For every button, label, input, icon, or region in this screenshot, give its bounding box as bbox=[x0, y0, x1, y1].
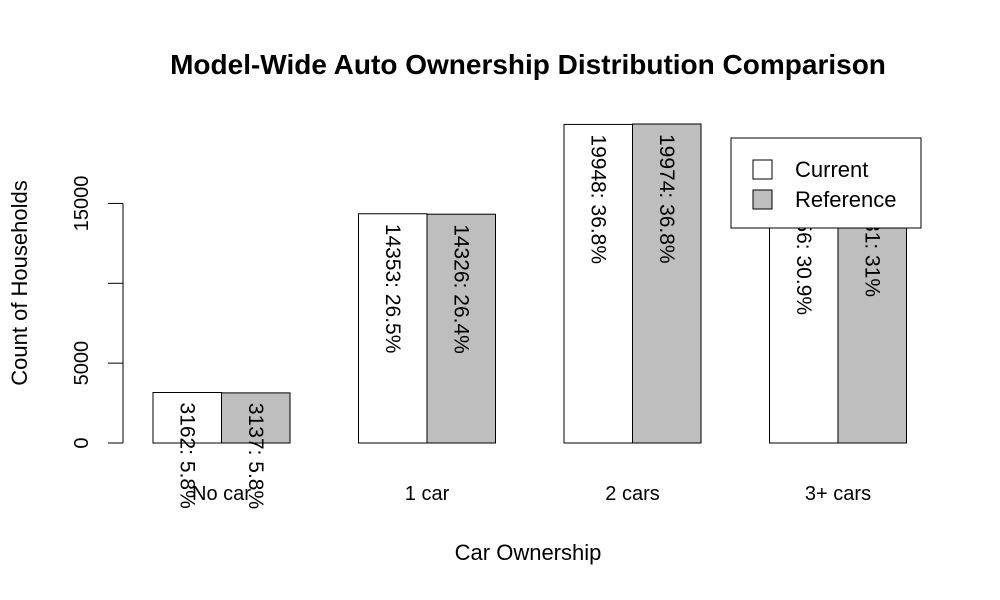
x-tick-labels: No car 1 car 2 cars 3+ cars bbox=[192, 483, 871, 505]
bar bbox=[152, 392, 222, 444]
bar-label: 14326: 26.4% bbox=[449, 224, 472, 354]
legend-swatch bbox=[752, 189, 773, 210]
y-axis-label: Count of Households bbox=[7, 180, 32, 385]
y-axis: 0 5000 15000 bbox=[71, 176, 124, 449]
bar-label: 3137: 5.8% bbox=[244, 403, 267, 509]
bar-label: 19948: 36.8% bbox=[586, 134, 609, 264]
bar-label: 14353: 26.5% bbox=[381, 224, 404, 354]
legend-box bbox=[730, 137, 922, 229]
y-tick-label: 15000 bbox=[71, 176, 93, 232]
x-tick-label: No car bbox=[192, 483, 251, 505]
bar bbox=[221, 392, 291, 444]
bar bbox=[632, 123, 702, 444]
x-tick-label: 1 car bbox=[405, 483, 450, 505]
legend-label: Current bbox=[795, 157, 868, 182]
bar-label: 3162: 5.8% bbox=[175, 403, 198, 509]
chart-title: Model-Wide Auto Ownership Distribution C… bbox=[170, 49, 886, 80]
x-tick-label: 2 cars bbox=[605, 483, 659, 505]
x-axis-label: Car Ownership bbox=[455, 540, 602, 565]
y-tick-label: 0 bbox=[71, 437, 93, 448]
y-tick-label: 5000 bbox=[71, 341, 93, 386]
bar bbox=[426, 213, 496, 444]
bar-label: 19974: 36.8% bbox=[655, 134, 678, 264]
legend-label: Reference bbox=[795, 187, 897, 212]
legend-swatch bbox=[752, 159, 773, 180]
legend: Current Reference bbox=[730, 137, 922, 229]
bar bbox=[358, 213, 428, 444]
bars: 3162: 5.8% 3137: 5.8% 14353: 26.5% 14326: 2… bbox=[152, 123, 907, 509]
bar bbox=[563, 123, 633, 444]
x-tick-label: 3+ cars bbox=[805, 483, 871, 505]
